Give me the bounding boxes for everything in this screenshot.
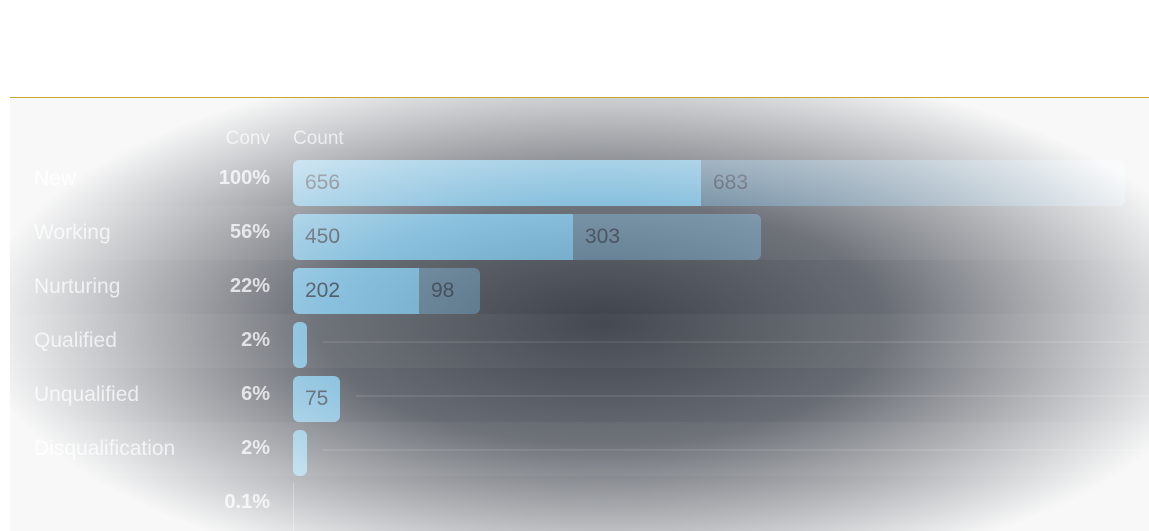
- bar-segment-primary[interactable]: 202: [293, 268, 419, 314]
- bar-segment-primary[interactable]: [293, 430, 307, 476]
- funnel-row: Working 56% 450 303: [10, 206, 1149, 260]
- bar-segment-secondary[interactable]: 98: [419, 268, 480, 314]
- conversion-value: 56%: [229, 221, 270, 243]
- stage-label: New: [34, 167, 77, 190]
- bar-segment-primary[interactable]: [293, 322, 307, 368]
- bar-track: [323, 449, 1149, 451]
- bar-segment-primary[interactable]: 450: [293, 214, 573, 260]
- conv-column-header: Conv: [225, 128, 270, 149]
- stage-label: Nurturing: [34, 275, 121, 298]
- bar-segment-primary[interactable]: 656: [293, 160, 701, 206]
- funnel-row: Disqualification 2%: [10, 422, 1149, 476]
- conversion-value: 100%: [218, 167, 270, 189]
- count-column-header: Count: [293, 128, 344, 149]
- bar-track: [356, 395, 1149, 397]
- conversion-value: 2%: [241, 329, 270, 351]
- stage-label: Working: [34, 221, 111, 244]
- conversion-value: 6%: [241, 383, 270, 405]
- conversion-value: 0.1%: [224, 491, 270, 513]
- funnel-row: Qualified 2%: [10, 314, 1149, 368]
- stage-label: Qualified: [34, 329, 117, 352]
- conversion-value: 22%: [229, 275, 270, 297]
- chart-axis-line: [293, 483, 294, 531]
- stage-label: Unqualified: [34, 383, 140, 406]
- bar-segment-secondary[interactable]: 303: [573, 214, 761, 260]
- bar-segment-secondary[interactable]: 683: [701, 160, 1125, 206]
- bar-track: [323, 341, 1149, 343]
- stage-label: Disqualification: [34, 437, 176, 460]
- funnel-row: 0.1%: [10, 476, 1149, 530]
- conversion-value: 2%: [241, 437, 270, 459]
- bar-segment-primary[interactable]: 75: [293, 376, 340, 422]
- funnel-row: Unqualified 6% 75: [10, 368, 1149, 422]
- funnel-row: Nurturing 22% 202 98: [10, 260, 1149, 314]
- funnel-row: New 100% 656 683: [10, 152, 1149, 206]
- funnel-chart-panel: Conv Count New 100% 656 683 Working 56% 450 303…: [10, 97, 1149, 531]
